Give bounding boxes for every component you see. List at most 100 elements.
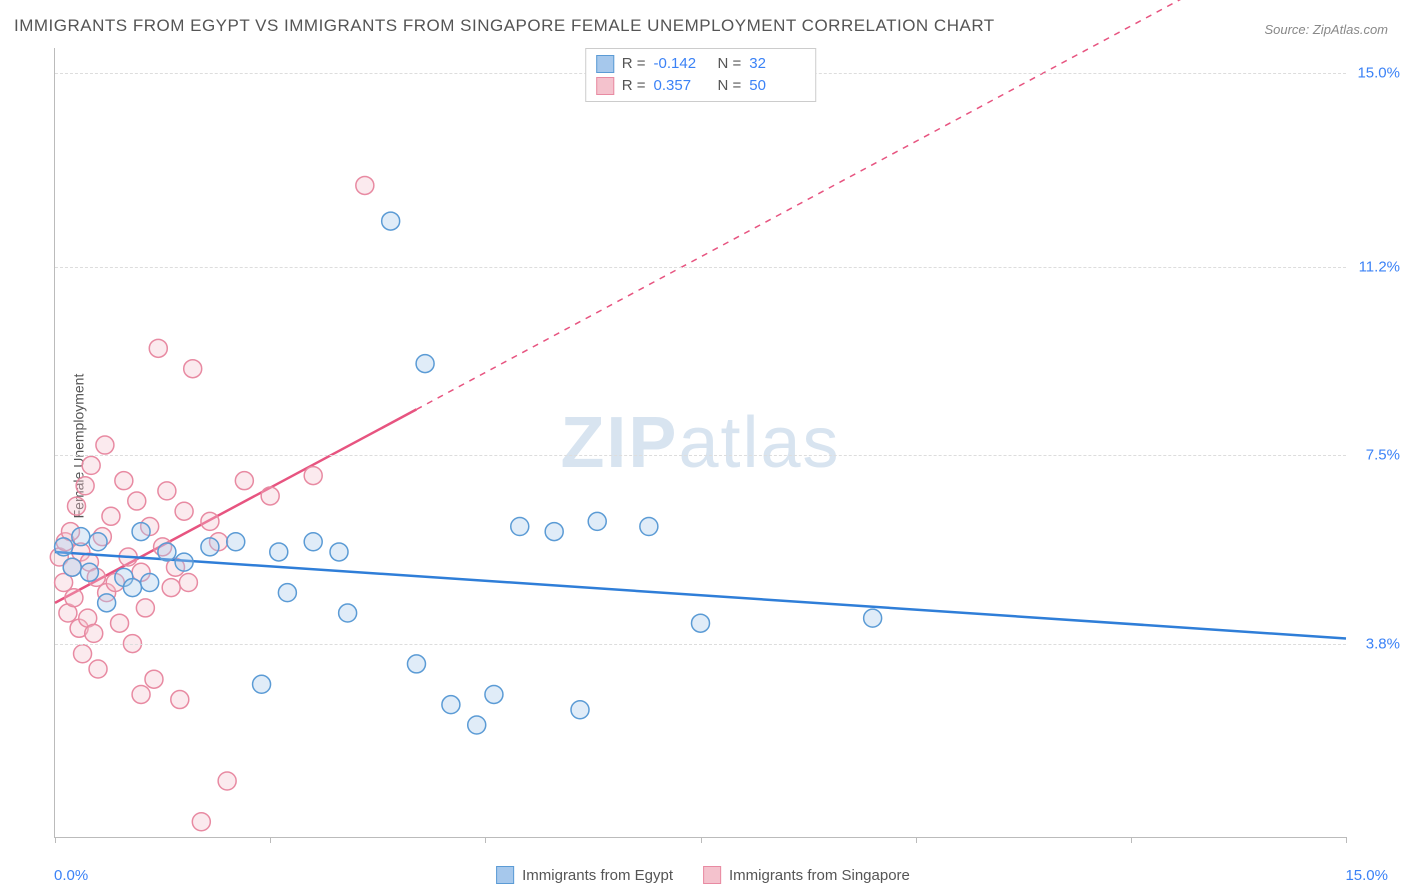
- data-point: [80, 563, 98, 581]
- y-tick-label: 15.0%: [1352, 65, 1400, 82]
- data-point: [128, 492, 146, 510]
- data-point: [692, 614, 710, 632]
- data-point: [132, 685, 150, 703]
- data-point: [640, 517, 658, 535]
- data-point: [442, 696, 460, 714]
- data-point: [192, 813, 210, 831]
- data-point: [864, 609, 882, 627]
- swatch-egypt: [596, 55, 614, 73]
- data-point: [65, 589, 83, 607]
- data-point: [253, 675, 271, 693]
- data-point: [382, 212, 400, 230]
- x-tick: [1346, 837, 1347, 843]
- data-point: [175, 553, 193, 571]
- x-tick: [701, 837, 702, 843]
- data-point: [55, 538, 73, 556]
- x-tick: [55, 837, 56, 843]
- legend-row-egypt: R = -0.142 N = 32: [596, 53, 806, 75]
- data-point: [511, 517, 529, 535]
- swatch-singapore: [596, 77, 614, 95]
- r-value-egypt: -0.142: [654, 53, 710, 75]
- data-point: [145, 670, 163, 688]
- data-point: [356, 176, 374, 194]
- data-point: [545, 523, 563, 541]
- n-label: N =: [718, 75, 742, 97]
- data-point: [330, 543, 348, 561]
- data-point: [235, 472, 253, 490]
- legend-row-singapore: R = 0.357 N = 50: [596, 75, 806, 97]
- swatch-singapore: [703, 866, 721, 884]
- data-point: [171, 691, 189, 709]
- data-point: [74, 645, 92, 663]
- x-tick: [485, 837, 486, 843]
- data-point: [136, 599, 154, 617]
- data-point: [72, 528, 90, 546]
- x-axis-min-label: 0.0%: [54, 867, 88, 884]
- data-point: [468, 716, 486, 734]
- data-point: [407, 655, 425, 673]
- legend-item-singapore: Immigrants from Singapore: [703, 866, 910, 884]
- data-point: [82, 456, 100, 474]
- gridline: [55, 267, 1346, 268]
- n-value-egypt: 32: [749, 53, 805, 75]
- series-legend: Immigrants from Egypt Immigrants from Si…: [496, 866, 910, 884]
- data-point: [115, 472, 133, 490]
- data-point: [227, 533, 245, 551]
- data-point: [76, 477, 94, 495]
- r-value-singapore: 0.357: [654, 75, 710, 97]
- data-point: [158, 482, 176, 500]
- data-point: [416, 355, 434, 373]
- correlation-legend: R = -0.142 N = 32 R = 0.357 N = 50: [585, 48, 817, 102]
- x-tick: [270, 837, 271, 843]
- data-point: [111, 614, 129, 632]
- data-point: [201, 512, 219, 530]
- data-point: [588, 512, 606, 530]
- legend-label-egypt: Immigrants from Egypt: [522, 867, 673, 884]
- data-point: [201, 538, 219, 556]
- data-point: [158, 543, 176, 561]
- data-point: [102, 507, 120, 525]
- r-label: R =: [622, 75, 646, 97]
- data-point: [278, 584, 296, 602]
- data-point: [270, 543, 288, 561]
- data-point: [132, 523, 150, 541]
- data-point: [571, 701, 589, 719]
- x-tick: [916, 837, 917, 843]
- y-tick-label: 3.8%: [1352, 635, 1400, 652]
- data-point: [89, 660, 107, 678]
- data-point: [96, 436, 114, 454]
- gridline: [55, 455, 1346, 456]
- swatch-egypt: [496, 866, 514, 884]
- data-point: [261, 487, 279, 505]
- source-attribution: Source: ZipAtlas.com: [1264, 22, 1388, 37]
- data-point: [63, 558, 81, 576]
- data-point: [123, 579, 141, 597]
- data-point: [89, 533, 107, 551]
- data-point: [179, 573, 197, 591]
- x-axis-max-label: 15.0%: [1345, 867, 1388, 884]
- trend-line-extrapolation: [416, 0, 1346, 409]
- x-tick: [1131, 837, 1132, 843]
- data-point: [218, 772, 236, 790]
- legend-item-egypt: Immigrants from Egypt: [496, 866, 673, 884]
- data-point: [485, 685, 503, 703]
- legend-label-singapore: Immigrants from Singapore: [729, 867, 910, 884]
- chart-title: IMMIGRANTS FROM EGYPT VS IMMIGRANTS FROM…: [14, 16, 995, 36]
- y-tick-label: 7.5%: [1352, 447, 1400, 464]
- n-value-singapore: 50: [749, 75, 805, 97]
- data-point: [162, 579, 180, 597]
- data-point: [339, 604, 357, 622]
- data-point: [175, 502, 193, 520]
- data-point: [141, 573, 159, 591]
- plot-area: ZIPatlas R = -0.142 N = 32 R = 0.357 N =…: [54, 48, 1346, 838]
- data-point: [98, 594, 116, 612]
- data-point: [304, 467, 322, 485]
- data-point: [85, 624, 103, 642]
- gridline: [55, 644, 1346, 645]
- data-point: [184, 360, 202, 378]
- r-label: R =: [622, 53, 646, 75]
- chart-svg: [55, 48, 1346, 837]
- n-label: N =: [718, 53, 742, 75]
- data-point: [68, 497, 86, 515]
- data-point: [304, 533, 322, 551]
